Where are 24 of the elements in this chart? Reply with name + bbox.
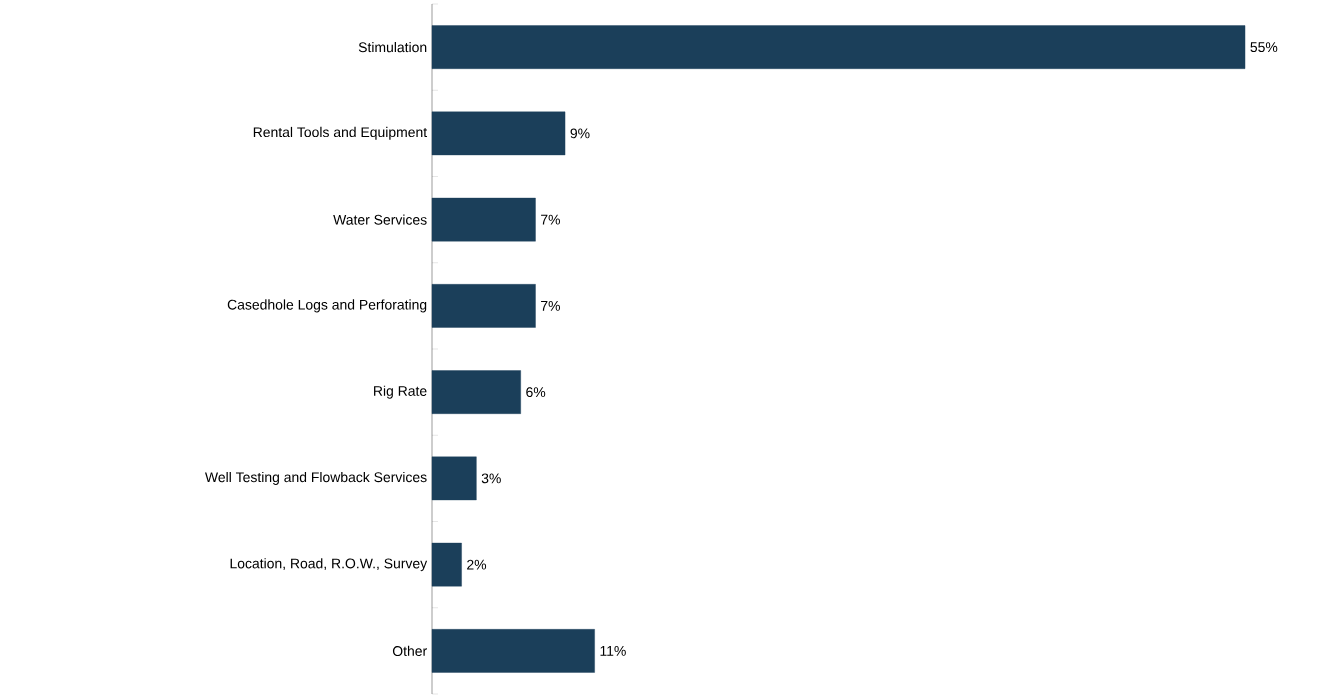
- bar: [431, 111, 566, 156]
- data-label: 3%: [481, 473, 501, 484]
- y-tick-label: Rig Rate: [374, 385, 427, 399]
- y-tick-label: Well Testing and Flowback Services: [204, 471, 427, 485]
- bar: [431, 197, 536, 242]
- bar: [431, 284, 536, 328]
- y-tick-label: Location, Road, R.O.W., Survey: [230, 558, 428, 572]
- data-label: 2%: [467, 559, 487, 570]
- data-label: 7%: [541, 214, 560, 225]
- bar: [431, 25, 1246, 69]
- data-label: 7%: [541, 300, 560, 311]
- y-tick-label: Rental Tools and Equipment: [253, 126, 428, 140]
- bar: [431, 629, 595, 673]
- bar: [431, 456, 477, 501]
- data-label: 6%: [526, 387, 546, 398]
- y-tick-label: Water Services: [333, 214, 427, 225]
- y-tick-label: Casedhole Logs and Perforating: [227, 299, 427, 313]
- bar: [431, 542, 462, 587]
- data-label: 9%: [570, 128, 590, 139]
- y-tick-label: Stimulation: [358, 42, 427, 53]
- bar: [431, 370, 521, 414]
- data-label: 55%: [1250, 42, 1278, 53]
- y-tick-label: Other: [392, 645, 427, 657]
- data-label: 11%: [600, 645, 626, 656]
